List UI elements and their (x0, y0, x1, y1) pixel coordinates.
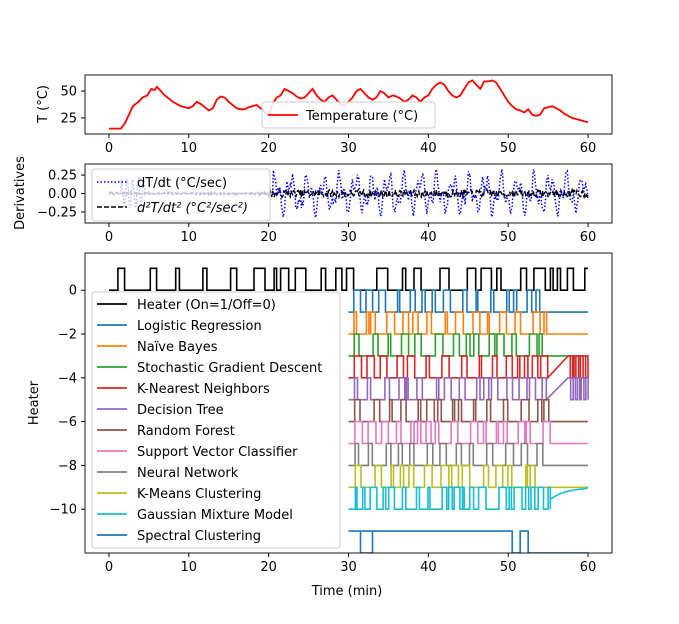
legend-label: Random Forest (137, 424, 235, 439)
x-tick-label: 0 (105, 230, 113, 245)
x-tick-label: 50 (500, 141, 517, 156)
legend-box (91, 168, 271, 222)
heater-series-line (348, 289, 588, 313)
legend-label: d²T/dt² (°C²/sec²) (137, 201, 248, 216)
legend-label: Temperature (°C) (305, 109, 418, 124)
x-tick-label: 50 (500, 230, 517, 245)
x-tick-label: 40 (420, 230, 437, 245)
legend: Temperature (°C) (261, 101, 436, 129)
legend: dT/dt (°C/sec) d²T/dt² (°C²/sec²) (91, 168, 271, 222)
legend-label: Logistic Regression (137, 319, 262, 334)
legend-label: Gaussian Mixture Model (137, 508, 293, 523)
legend-label: K-Nearest Neighbors (137, 382, 270, 397)
y-tick-label: −0.25 (37, 205, 77, 220)
temperature-line (109, 79, 589, 130)
y-tick-label: −2 (58, 328, 77, 343)
y-tick-label: 0.00 (48, 187, 77, 202)
x-tick-label: 50 (500, 560, 517, 575)
x-tick-label: 20 (260, 141, 277, 156)
plot-area (109, 79, 589, 130)
x-tick-label: 10 (181, 560, 198, 575)
x-tick-label: 20 (260, 560, 277, 575)
x-tick-label: 20 (260, 230, 277, 245)
legend-label: Stochastic Gradient Descent (137, 361, 322, 376)
y-tick-label: −4 (58, 371, 77, 386)
legend-label: Spectral Clustering (137, 529, 261, 544)
x-tick-label: 30 (340, 560, 357, 575)
legend-label: K-Means Clustering (137, 487, 261, 502)
legend: Heater (On=1/Off=0) Logistic Regression Na… (91, 291, 341, 549)
heater-panel: 0 10 20 30 40 50 60 0 −2 −4 −6 −8 −10 Heater Heater (O… (27, 252, 613, 575)
y-axis-label: Heater (27, 380, 42, 425)
y-tick-label: −10 (50, 503, 77, 518)
heater-series-line (348, 311, 588, 335)
y-axis-label: T (°C) (36, 85, 51, 124)
heater-series-line (109, 267, 588, 291)
legend-box (261, 101, 436, 129)
x-tick-label: 0 (105, 141, 113, 156)
y-tick-label: −8 (58, 459, 77, 474)
y-tick-label: 50 (60, 85, 77, 100)
x-tick-label: 30 (340, 230, 357, 245)
legend-label: Neural Network (137, 466, 239, 481)
y-tick-label: 0.25 (48, 169, 77, 184)
heater-series-line (348, 442, 588, 467)
x-tick-label: 60 (580, 230, 597, 245)
temperature-panel: 0 10 20 30 40 50 60 25 50 T (°C) Temperature (°C) (36, 74, 613, 156)
legend-label: Heater (On=1/Off=0) (137, 298, 276, 313)
x-tick-label: 30 (340, 141, 357, 156)
derivatives-panel: 0 10 20 30 40 50 60 0.25 0.00 −0.25 Derivatives dT/… (13, 156, 613, 245)
x-tick-label: 0 (105, 560, 113, 575)
x-tick-label: 60 (580, 560, 597, 575)
legend-label: Naïve Bayes (137, 340, 218, 355)
second-derivative-line (108, 187, 589, 200)
x-tick-label: 60 (580, 141, 597, 156)
legend-label: Decision Tree (137, 403, 224, 418)
legend-label: dT/dt (°C/sec) (137, 176, 227, 191)
heater-series-line (348, 377, 590, 402)
heater-series-line (348, 486, 589, 510)
heater-series-line (348, 530, 588, 553)
x-tick-label: 40 (420, 560, 437, 575)
heater-series-line (348, 398, 588, 423)
legend-label: Support Vector Classifier (137, 445, 298, 460)
y-tick-label: −6 (58, 415, 77, 430)
x-tick-label: 10 (181, 141, 198, 156)
x-axis-label: Time (min) (311, 584, 383, 599)
plot-area (109, 267, 590, 553)
legend-box (91, 291, 341, 549)
y-tick-label: 25 (60, 111, 77, 126)
y-axis-label: Derivatives (13, 156, 28, 230)
heater-series-line (348, 355, 589, 380)
x-tick-label: 40 (420, 141, 437, 156)
x-tick-label: 10 (181, 230, 198, 245)
y-tick-label: 0 (69, 284, 77, 299)
